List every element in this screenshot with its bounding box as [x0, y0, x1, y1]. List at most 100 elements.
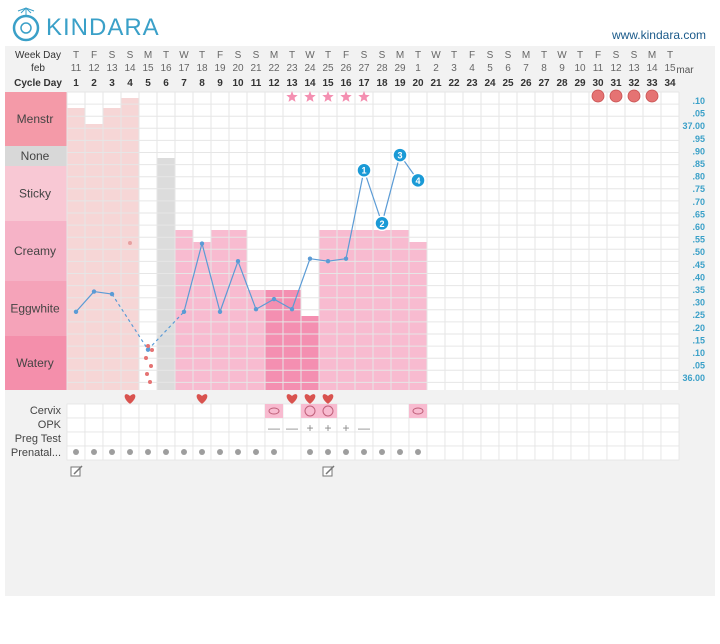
- row-cell[interactable]: [516, 445, 536, 461]
- row-cell[interactable]: [156, 431, 176, 447]
- row-cell[interactable]: [624, 403, 644, 419]
- row-cell[interactable]: [498, 417, 518, 433]
- heart-icon[interactable]: [124, 394, 136, 404]
- row-cell[interactable]: [426, 417, 446, 433]
- row-cell[interactable]: [354, 403, 374, 419]
- row-cell[interactable]: [102, 403, 122, 419]
- temp-point[interactable]: [253, 307, 259, 312]
- row-cell[interactable]: [444, 417, 464, 433]
- temp-point[interactable]: [109, 291, 115, 297]
- temp-point[interactable]: [181, 309, 187, 314]
- row-cell[interactable]: [66, 403, 86, 419]
- temp-point[interactable]: [325, 259, 331, 264]
- row-cell[interactable]: [228, 431, 248, 447]
- row-cell[interactable]: [642, 417, 662, 433]
- row-cell[interactable]: [642, 403, 662, 419]
- row-cell[interactable]: [516, 403, 536, 419]
- row-cell[interactable]: [462, 445, 482, 461]
- row-cell[interactable]: [516, 431, 536, 447]
- row-cell[interactable]: [138, 403, 158, 419]
- temp-point[interactable]: [307, 256, 313, 261]
- temp-point[interactable]: [343, 256, 349, 261]
- row-cell[interactable]: [138, 431, 158, 447]
- temp-marker[interactable]: 1: [356, 162, 372, 178]
- row-cell[interactable]: [534, 403, 554, 419]
- temp-point[interactable]: [217, 309, 223, 314]
- heart-icon[interactable]: [322, 394, 334, 404]
- heart-icon[interactable]: [286, 394, 298, 404]
- temp-point[interactable]: [73, 309, 79, 314]
- row-cell[interactable]: [174, 431, 194, 447]
- temp-marker[interactable]: 4: [410, 172, 426, 189]
- row-cell[interactable]: [156, 403, 176, 419]
- row-cell[interactable]: [624, 417, 644, 433]
- row-cell[interactable]: [570, 431, 590, 447]
- row-cell[interactable]: [372, 431, 392, 447]
- row-cell[interactable]: [210, 431, 230, 447]
- row-cell[interactable]: [120, 403, 140, 419]
- row-cell[interactable]: [498, 403, 518, 419]
- temp-point[interactable]: [289, 307, 295, 312]
- row-cell[interactable]: [282, 403, 302, 419]
- row-cell[interactable]: [552, 403, 572, 419]
- temp-point[interactable]: [145, 347, 151, 352]
- row-cell[interactable]: [624, 431, 644, 447]
- row-cell[interactable]: [426, 445, 446, 461]
- row-cell[interactable]: [444, 403, 464, 419]
- note-edit-icon[interactable]: [322, 465, 335, 477]
- row-cell[interactable]: [408, 417, 428, 433]
- kindara-logo[interactable]: KINDARA: [8, 4, 159, 44]
- temp-marker[interactable]: 3: [392, 147, 408, 163]
- row-cell[interactable]: [372, 403, 392, 419]
- row-cell[interactable]: [426, 403, 446, 419]
- row-cell[interactable]: [480, 417, 500, 433]
- row-cell[interactable]: [570, 445, 590, 461]
- row-cell[interactable]: [390, 431, 410, 447]
- row-cell[interactable]: [462, 431, 482, 447]
- temp-marker[interactable]: 2: [374, 215, 390, 232]
- row-cell[interactable]: [498, 445, 518, 461]
- temp-point[interactable]: [199, 241, 205, 246]
- row-cell[interactable]: [660, 417, 680, 433]
- row-cell[interactable]: [210, 403, 230, 419]
- row-cell[interactable]: [570, 417, 590, 433]
- row-cell[interactable]: [570, 403, 590, 419]
- row-cell[interactable]: [66, 417, 86, 433]
- row-cell[interactable]: [606, 431, 626, 447]
- row-cell[interactable]: [552, 417, 572, 433]
- row-cell[interactable]: [174, 417, 194, 433]
- row-cell[interactable]: [390, 417, 410, 433]
- row-cell[interactable]: [480, 445, 500, 461]
- site-url-link[interactable]: www.kindara.com: [611, 28, 706, 42]
- note-edit-icon[interactable]: [70, 465, 83, 477]
- row-cell[interactable]: [462, 417, 482, 433]
- row-cell[interactable]: [444, 445, 464, 461]
- row-cell[interactable]: [174, 403, 194, 419]
- row-cell[interactable]: [336, 403, 356, 419]
- row-cell[interactable]: [660, 445, 680, 461]
- heart-icon[interactable]: [304, 394, 316, 404]
- row-cell[interactable]: [606, 417, 626, 433]
- row-cell[interactable]: [624, 445, 644, 461]
- row-cell[interactable]: [588, 431, 608, 447]
- row-cell[interactable]: [246, 431, 266, 447]
- row-cell[interactable]: [372, 417, 392, 433]
- row-cell[interactable]: [642, 431, 662, 447]
- row-cell[interactable]: [66, 431, 86, 447]
- row-cell[interactable]: [660, 431, 680, 447]
- row-cell[interactable]: [606, 445, 626, 461]
- row-cell[interactable]: [462, 403, 482, 419]
- row-cell[interactable]: [156, 417, 176, 433]
- row-cell[interactable]: [120, 431, 140, 447]
- temp-point[interactable]: [271, 296, 277, 302]
- row-cell[interactable]: [444, 431, 464, 447]
- row-cell[interactable]: [480, 431, 500, 447]
- row-cell[interactable]: [210, 417, 230, 433]
- row-cell[interactable]: [588, 403, 608, 419]
- row-cell[interactable]: [588, 445, 608, 461]
- row-cell[interactable]: [498, 431, 518, 447]
- row-cell[interactable]: [192, 417, 212, 433]
- row-cell[interactable]: [516, 417, 536, 433]
- row-cell[interactable]: [588, 417, 608, 433]
- row-cell[interactable]: [534, 445, 554, 461]
